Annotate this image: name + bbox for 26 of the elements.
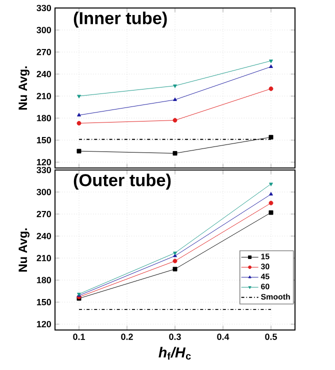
y-axis-title: Nu Avg.: [18, 66, 30, 110]
y-tick-label: 120: [36, 320, 52, 328]
y-axis-title: Nu Avg.: [18, 228, 30, 272]
y-tick-label: 300: [36, 188, 52, 196]
y-tick-label: 210: [36, 254, 52, 262]
y-tick-label: 180: [36, 114, 52, 122]
x-tick-label: 0.1: [73, 334, 85, 340]
y-tick-label: 150: [36, 298, 52, 306]
chart-title: (Inner tube): [74, 12, 167, 28]
x-tick-label: 0.3: [169, 334, 181, 340]
chart-title: (Outer tube): [74, 174, 171, 190]
y-tick-label: 180: [36, 276, 52, 284]
y-tick-label: 120: [36, 158, 52, 166]
x-axis-title: h$_{f}$/H$_{c}$: [158, 346, 191, 360]
y-tick-label: 240: [36, 232, 52, 240]
y-tick-label: 330: [36, 4, 52, 12]
y-tick-label: 150: [36, 136, 52, 144]
y-tick-label: 270: [36, 48, 52, 56]
y-tick-label: 270: [36, 210, 52, 218]
y-tick-label: 300: [36, 26, 52, 34]
y-tick-label: 210: [36, 92, 52, 100]
x-tick-label: 0.4: [217, 334, 230, 340]
y-tick-label: 240: [36, 70, 52, 78]
x-tick-label: 0.5: [265, 334, 277, 340]
y-tick-label: 330: [36, 166, 52, 174]
x-tick-label: 0.2: [121, 334, 133, 340]
